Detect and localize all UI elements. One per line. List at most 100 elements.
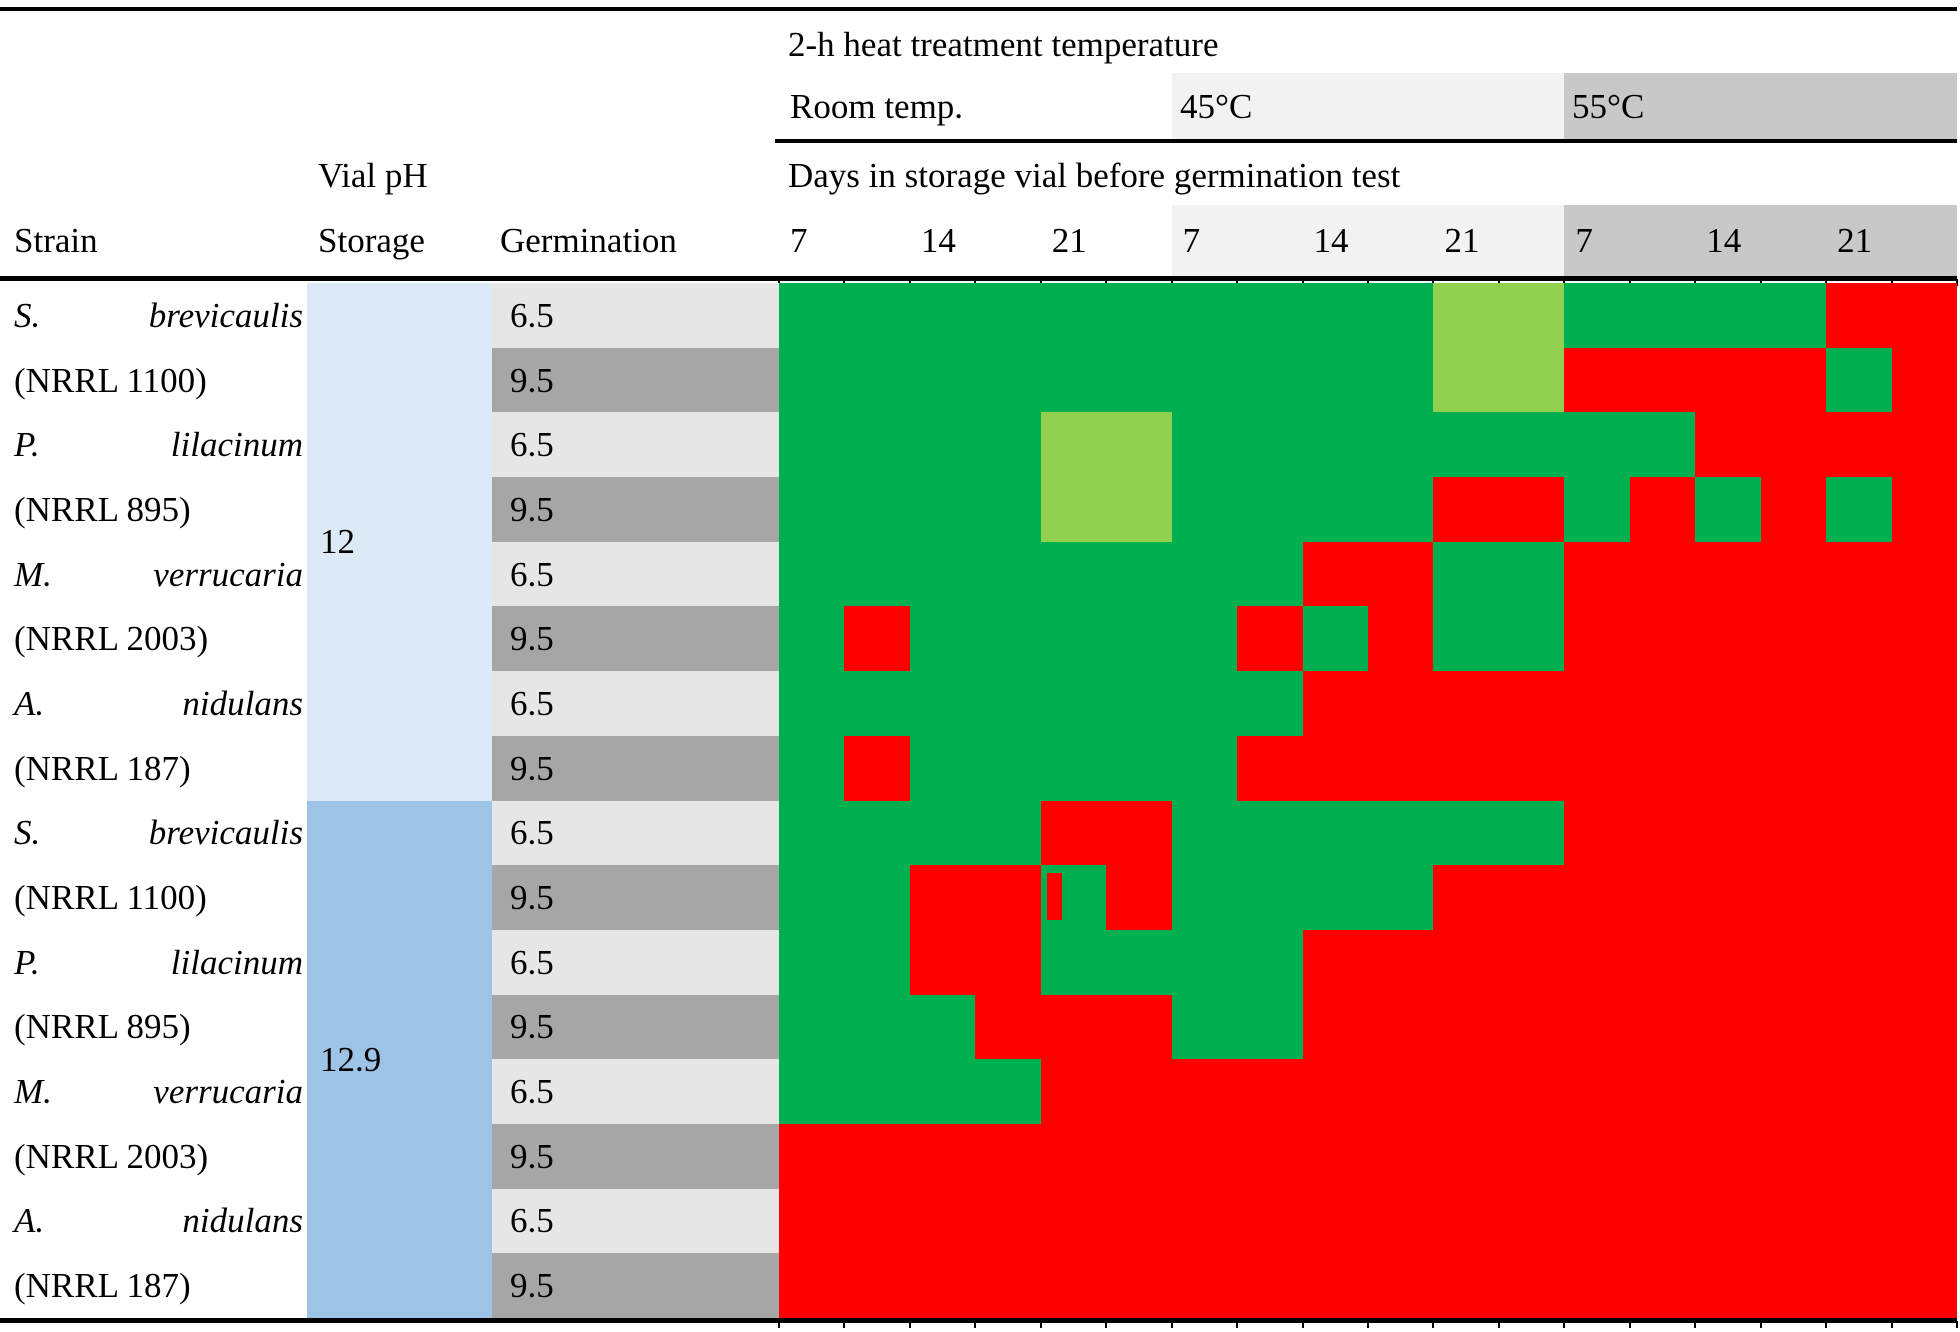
strain-code-label: (NRRL 187)	[14, 748, 191, 788]
tick-mark	[1039, 1321, 1042, 1328]
heatmap-cell	[1564, 477, 1630, 542]
heatmap-cell	[844, 1123, 910, 1189]
heatmap-cell	[1629, 735, 1696, 801]
heatmap-cell	[1760, 283, 1827, 348]
heatmap-cell	[779, 606, 845, 672]
heatmap-cell	[1629, 1253, 1696, 1318]
tick-mark	[974, 279, 977, 286]
heatmap-cell	[1760, 1188, 1827, 1254]
tick-mark	[843, 279, 846, 286]
heatmap-cell	[1629, 541, 1696, 607]
heatmap-cell	[1367, 541, 1434, 607]
heatmap-cell	[1040, 994, 1107, 1060]
heatmap-cell	[909, 1059, 976, 1124]
heatmap-cell	[1891, 477, 1957, 542]
tick-mark	[778, 279, 780, 286]
heatmap-cell	[1891, 929, 1957, 995]
germination-ph-band: 9.5	[492, 994, 779, 1060]
tick-mark	[1301, 1321, 1304, 1328]
heatmap-cell	[1237, 671, 1303, 736]
heatmap-cell	[1695, 347, 1761, 413]
tick-mark	[1890, 1321, 1893, 1328]
heatmap-cell	[1367, 1059, 1434, 1124]
tick-mark	[1694, 279, 1697, 286]
heatmap-cell	[1040, 671, 1107, 736]
heatmap-cell	[1367, 1253, 1434, 1318]
heatmap-cell	[1237, 929, 1303, 995]
heatmap-cell	[1498, 1188, 1565, 1254]
heatmap-cell	[1040, 1059, 1107, 1124]
day-label: 21	[1444, 221, 1480, 260]
heatmap-cell	[844, 412, 910, 478]
tick-mark	[1759, 1321, 1762, 1328]
tick-mark	[1497, 279, 1500, 286]
temp-55-header-bg	[1564, 73, 1957, 139]
heatmap-cell	[1760, 800, 1827, 866]
heatmap-cell	[1302, 477, 1368, 542]
heatmap-cell	[1564, 347, 1630, 413]
heatmap-cell	[1695, 606, 1761, 672]
storage-ph12-value: 12	[320, 522, 355, 562]
heatmap-cell	[1433, 1253, 1499, 1318]
tick-mark	[908, 279, 911, 286]
heatmap-cell	[779, 1253, 845, 1318]
heatmap-cell	[1367, 412, 1434, 478]
germination-ph-band: 9.5	[492, 1253, 779, 1318]
tick-mark	[908, 1321, 911, 1328]
heatmap-cell	[1171, 1253, 1238, 1318]
tick-mark	[1956, 1321, 1958, 1328]
heatmap-cell	[1106, 1188, 1172, 1254]
heatmap-cell	[844, 1059, 910, 1124]
heatmap-cell	[1040, 541, 1107, 607]
heatmap-cell	[1171, 994, 1238, 1060]
heatmap-cell	[1498, 347, 1565, 413]
heatmap-cell	[1826, 1059, 1892, 1124]
storage-block-ph129: 12.9	[307, 800, 492, 1318]
heatmap-cell	[779, 1188, 845, 1254]
day-label: 7	[1182, 221, 1201, 260]
heatmap-cell	[1433, 929, 1499, 995]
germination-ph-band: 6.5	[492, 1188, 779, 1254]
heatmap-cell	[844, 347, 910, 413]
strain-species: brevicaulis	[148, 813, 303, 853]
strain-species: brevicaulis	[148, 295, 303, 335]
heatmap-cell	[975, 671, 1041, 736]
heatmap-cell	[1891, 671, 1957, 736]
bottom-border	[0, 1318, 1957, 1323]
heatmap-cell	[779, 800, 845, 866]
heatmap-cell	[1695, 735, 1761, 801]
thin-red-stripe-marker	[1046, 872, 1063, 921]
heatmap-cell	[1695, 541, 1761, 607]
tick-mark	[1301, 279, 1304, 286]
heatmap-cell	[1171, 477, 1238, 542]
tick-mark	[1890, 279, 1893, 286]
strain-name-label: P. lilacinum	[14, 930, 303, 995]
heatmap-cell	[1891, 800, 1957, 866]
heatmap-cell	[1826, 606, 1892, 672]
strain-species: nidulans	[182, 1201, 303, 1241]
heatmap-cell	[975, 283, 1041, 348]
heatmap-cell	[1040, 1253, 1107, 1318]
heatmap-cell	[1237, 1253, 1303, 1318]
heatmap-cell	[1302, 994, 1368, 1060]
heatmap-cell	[1106, 412, 1172, 478]
day-label: 7	[790, 221, 808, 260]
heatmap-cell	[1302, 929, 1368, 995]
heatmap-cell	[1237, 1059, 1303, 1124]
heatmap-cell	[1106, 1123, 1172, 1189]
heatmap-cell	[1433, 1123, 1499, 1189]
heatmap-cell	[1498, 412, 1565, 478]
heatmap-cell	[1629, 671, 1696, 736]
heatmap-cell	[1695, 1059, 1761, 1124]
strain-name-label: S. brevicaulis	[14, 801, 303, 866]
germination-ph-band: 6.5	[492, 671, 779, 736]
tick-mark	[1432, 279, 1435, 286]
days-title: Days in storage vial before germination …	[788, 155, 1401, 195]
heatmap-cell	[1891, 1123, 1957, 1189]
heatmap-cell	[1826, 800, 1892, 866]
heatmap-cell	[1564, 865, 1630, 930]
heatmap-cell	[1498, 1059, 1565, 1124]
heatmap-cell	[1433, 865, 1499, 930]
heatmap-cell	[1433, 671, 1499, 736]
storage-block-ph12: 12	[307, 283, 492, 801]
